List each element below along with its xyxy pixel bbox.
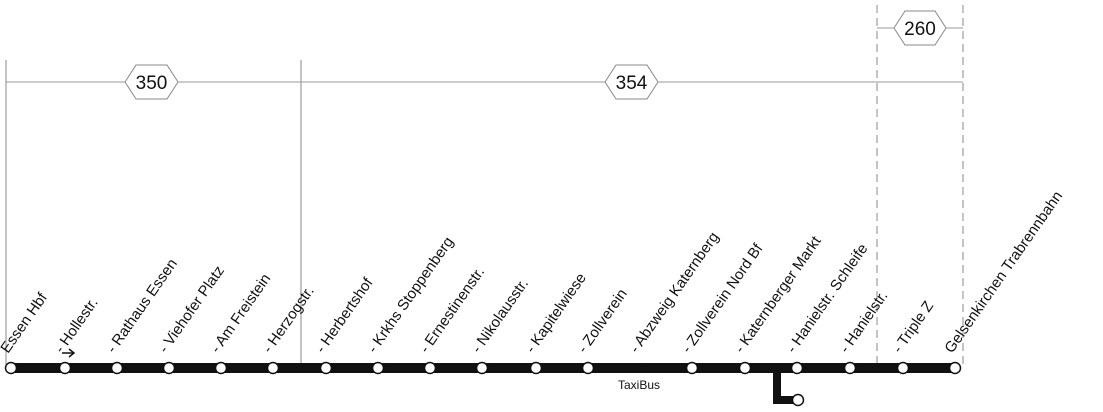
- stops-layer: Essen Hbf - Hollestr. - Rathaus Essen- Vie…: [0, 188, 1066, 375]
- taxibus-spur: TaxiBus: [618, 368, 805, 407]
- stop-label: Essen Hbf: [0, 289, 51, 356]
- stop-marker: [58, 361, 72, 375]
- stop-marker: [110, 361, 124, 375]
- stop-marker: [266, 361, 280, 375]
- stop-marker: [319, 361, 333, 375]
- stop-marker: [790, 361, 804, 375]
- taxibus-stop-marker: [791, 393, 805, 407]
- taxibus-spur-line: [773, 368, 796, 404]
- direction-arrow: [62, 348, 76, 358]
- stop-marker: [581, 361, 595, 375]
- stop-label: - Hollestr.: [51, 295, 101, 357]
- stop-label: - Herzogstr.: [259, 283, 317, 356]
- stop-label: - Triple Z: [889, 298, 937, 356]
- stop-marker: [423, 361, 437, 375]
- stop-marker: [162, 361, 176, 375]
- stop-marker: [635, 363, 645, 373]
- line-350-badge: [124, 64, 179, 100]
- stop-label: - Abzweig Katernberg: [626, 229, 722, 356]
- line-354-label: 354: [616, 73, 648, 94]
- line-354-badge: [604, 64, 659, 100]
- stop-marker: [948, 361, 962, 375]
- line-354-section: 354: [301, 64, 963, 100]
- stop-label: - Krkhs Stoppenberg: [364, 234, 457, 356]
- stop-marker: [4, 361, 18, 375]
- stop-marker: [529, 361, 543, 375]
- stop-marker: [214, 361, 228, 375]
- stop-label: - Zollverein: [574, 286, 630, 357]
- stop-marker: [475, 361, 489, 375]
- stop-marker: [843, 361, 857, 375]
- line-350-label: 350: [136, 73, 168, 94]
- stop-label: Gelsenkirchen Trabrennbahn: [941, 188, 1066, 356]
- line-260-badge: [893, 10, 947, 46]
- line-260-section: 260: [877, 10, 963, 46]
- stop-marker: [685, 361, 699, 375]
- stop-marker: [371, 361, 385, 375]
- stop-label: - Hanielstr.: [836, 288, 891, 356]
- stop-marker: [738, 361, 752, 375]
- taxibus-label: TaxiBus: [618, 378, 660, 392]
- direction-arrow-head: [68, 348, 76, 358]
- line-260-label: 260: [904, 19, 936, 40]
- line-350-section: 350: [6, 64, 301, 100]
- stop-marker: [896, 361, 910, 375]
